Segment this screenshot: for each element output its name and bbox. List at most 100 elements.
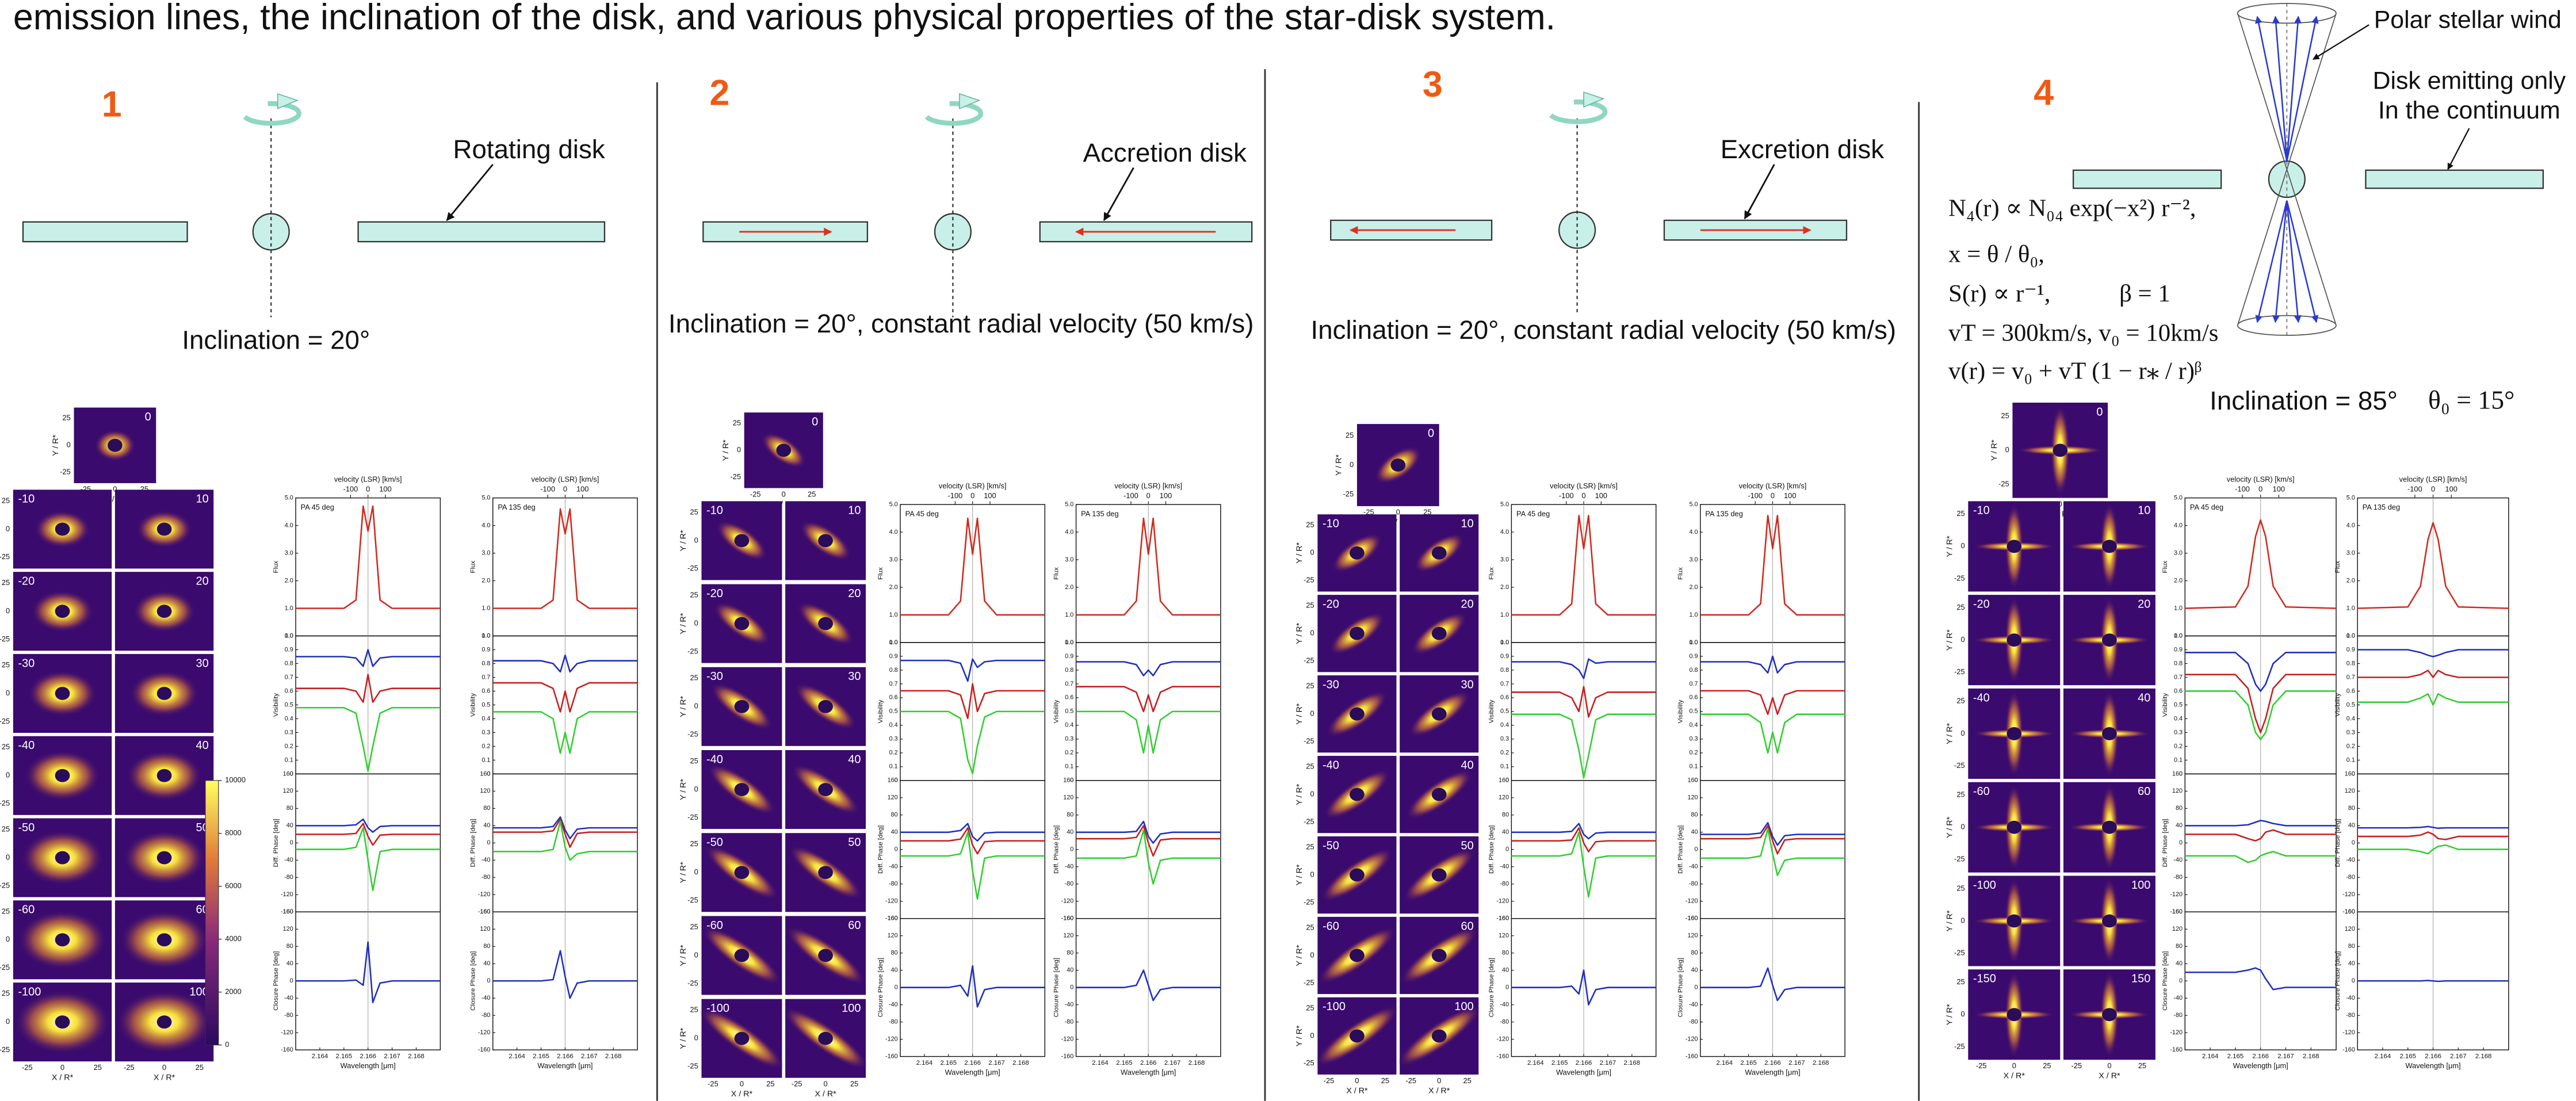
map-y-tick-label: 0: [694, 785, 698, 793]
y-tick-label: 0.7: [481, 674, 490, 681]
map-y-label: Y / R*: [1295, 945, 1304, 966]
continuum-label: Disk emitting only: [2373, 67, 2566, 94]
map-y-tick-label: 25: [63, 414, 71, 422]
y-tick-label: 80: [1691, 812, 1698, 819]
map-thumbnail: -60: [695, 916, 788, 995]
y-tick-label: 40: [1067, 967, 1073, 974]
y-tick-label: 0.8: [1065, 667, 1073, 674]
map-y-tick-label: -25: [1304, 576, 1314, 584]
y-axis-label: Diff. Phase [deg]: [2334, 819, 2341, 867]
y-tick-label: 120: [1687, 932, 1698, 939]
y-tick-label: 2.0: [1689, 584, 1698, 591]
y-tick-label: 80: [286, 943, 293, 950]
colorbar-tick-label: 8000: [225, 828, 242, 837]
star-shadow: [735, 783, 750, 796]
star-shadow: [1432, 1029, 1447, 1042]
map-y-tick-label: 25: [690, 756, 698, 765]
y-tick-label: 1.0: [1065, 611, 1073, 618]
map-y-tick-label: 25: [1346, 431, 1354, 439]
continuum-label: In the continuum: [2378, 97, 2560, 124]
y-tick-label: 120: [888, 794, 898, 801]
map-offset-label: 50: [848, 836, 861, 849]
y-tick-label: 40: [1502, 967, 1509, 974]
map-thumbnail: -10: [13, 490, 112, 568]
map-x-tick-label: 0: [1437, 1076, 1441, 1085]
y-tick-label: 0.1: [889, 763, 898, 770]
map-thumbnail: 60: [2063, 782, 2155, 873]
y-tick-label: 0.3: [2346, 729, 2355, 736]
y-tick-label: 160: [888, 915, 898, 922]
y-tick-label: -160: [478, 1046, 491, 1053]
velocity-tick-label: 100: [576, 485, 588, 494]
y-axis-label: Flux: [2334, 560, 2341, 573]
panel-number: 3: [1423, 64, 1443, 105]
y-tick-label: 0.9: [481, 646, 490, 653]
y-tick-label: 0.2: [2174, 743, 2183, 750]
y-tick-label: 4.0: [1689, 529, 1698, 536]
map-y-tick-label: 25: [690, 839, 698, 848]
y-tick-label: 0.7: [285, 674, 293, 681]
y-tick-label: 0.4: [285, 715, 293, 722]
y-tick-label: 160: [1687, 915, 1698, 922]
star-shadow: [157, 1015, 172, 1029]
y-axis-label: Visibility: [877, 699, 884, 723]
x-tick-label: 2.165: [1551, 1060, 1568, 1066]
map-offset-label: 50: [1461, 839, 1473, 852]
map-y-label: Y / R*: [1946, 722, 1955, 744]
map-x-tick-label: 25: [850, 1080, 858, 1088]
y-tick-label: 40: [286, 822, 293, 829]
y-tick-label: 0.8: [2346, 660, 2355, 667]
y-tick-label: 0.3: [1500, 736, 1509, 743]
y-tick-label: -80: [481, 1012, 491, 1019]
map-y-label: Y / R*: [721, 439, 731, 461]
map-y-tick-label: 0: [6, 1017, 10, 1026]
y-tick-label: -80: [2346, 874, 2355, 881]
star-shadow: [818, 866, 833, 879]
y-tick-label: 5.0: [1500, 501, 1509, 508]
map-thumbnail: 10: [115, 490, 213, 568]
map-y-tick-label: -25: [687, 813, 698, 821]
map-thumbnail: -150: [1968, 969, 2060, 1060]
y-tick-label: 0.9: [889, 653, 898, 660]
x-tick-label: 2.164: [916, 1060, 933, 1066]
map-thumbnail: -30: [1317, 675, 1396, 752]
map-y-tick-label: 0: [1960, 823, 1965, 831]
map-y-tick-label: 25: [690, 922, 698, 931]
y-tick-label: 160: [888, 777, 898, 784]
map-y-tick-label: -25: [687, 730, 698, 739]
map-thumbnail: 30: [785, 667, 866, 746]
star-shadow: [1350, 788, 1365, 801]
map-y-tick-label: 25: [1306, 762, 1314, 771]
y-tick-label: 1.0: [285, 632, 293, 639]
map-y-tick-label: 0: [694, 950, 698, 959]
map-offset-label: 0: [145, 411, 151, 423]
y-tick-label: 0.3: [285, 729, 293, 736]
map-thumbnail: -30: [13, 654, 112, 733]
y-tick-label: 0.4: [2174, 715, 2183, 722]
map-y-tick-label: 25: [2, 907, 10, 915]
y-tick-label: 40: [1691, 829, 1698, 836]
y-tick-label: 0.5: [1065, 708, 1073, 715]
map-y-label: Y / R*: [1295, 1025, 1304, 1046]
x-tick-label: 2.167: [1788, 1060, 1805, 1066]
velocity-axis-label: velocity (LSR) [km/s]: [532, 475, 599, 484]
x-axis-label: Wavelength [μm]: [1745, 1068, 1800, 1077]
map-y-tick-label: 0: [694, 1034, 698, 1042]
map-y-label: Y / R*: [679, 862, 688, 883]
y-tick-label: 0: [2352, 977, 2355, 984]
y-tick-label: -80: [1500, 1018, 1509, 1025]
map-y-tick-label: 0: [6, 524, 10, 533]
map-y-tick-label: 0: [1310, 789, 1314, 798]
star-shadow: [157, 605, 172, 618]
y-tick-label: 40: [2348, 822, 2355, 829]
map-x-tick-label: -25: [2071, 1061, 2082, 1070]
map-y-tick-label: -25: [1954, 761, 1965, 770]
x-tick-label: 2.165: [533, 1053, 549, 1060]
map-offset-label: 0: [1428, 427, 1434, 440]
velocity-tick-label: -100: [948, 491, 963, 500]
map-y-tick-label: 0: [1310, 709, 1314, 718]
map-y-tick-label: -25: [1304, 978, 1314, 987]
figure: emission lines, the inclination of the d…: [0, 0, 2576, 1101]
wind-arrow: [2287, 201, 2298, 322]
y-tick-label: -160: [1686, 1053, 1698, 1060]
